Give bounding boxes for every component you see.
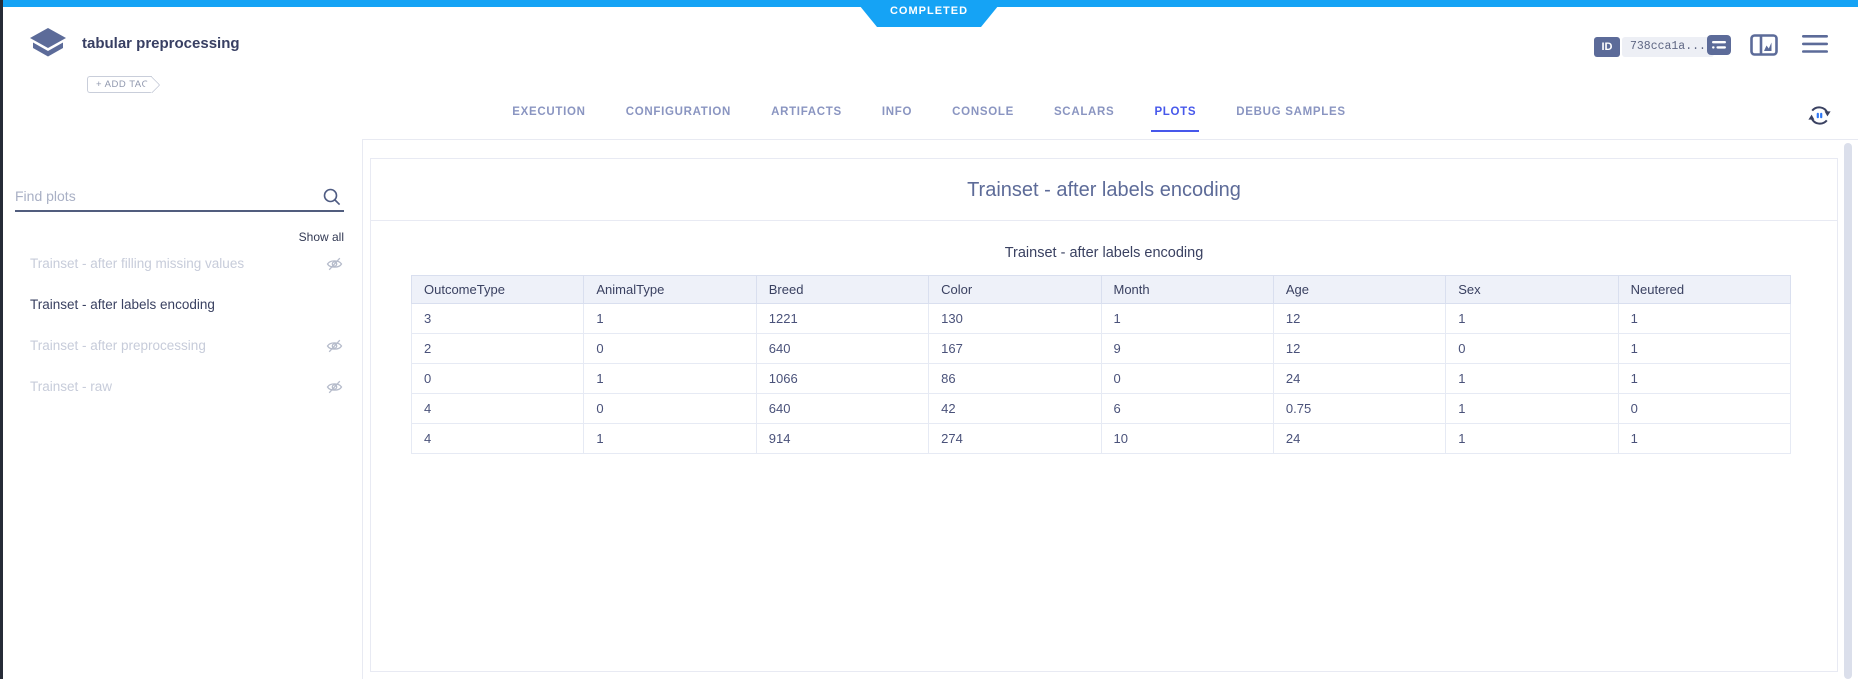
plot-list-item[interactable]: Trainset - after preprocessing — [3, 325, 362, 366]
table-row: 4 1 914 274 10 24 1 1 — [410, 423, 1792, 454]
search-input[interactable] — [15, 184, 310, 208]
table-cell: 24 — [1272, 423, 1447, 454]
comment-icon[interactable] — [1706, 33, 1732, 62]
id-badge: ID — [1594, 37, 1620, 57]
column-header: Neutered — [1617, 275, 1792, 304]
table-cell: 130 — [928, 303, 1102, 334]
tab-bar: EXECUTION CONFIGURATION ARTIFACTS INFO CONSO… — [0, 98, 1858, 132]
table-cell: 0 — [583, 333, 757, 364]
table-row: 2 0 640 167 9 12 0 1 — [410, 333, 1792, 364]
table-cell: 12 — [1272, 333, 1447, 364]
table-cell: 0 — [1445, 333, 1619, 364]
table-row: 0 1 1066 86 0 24 1 1 — [410, 363, 1792, 394]
table-cell: 914 — [755, 423, 930, 454]
table-cell: 1221 — [755, 303, 930, 334]
tab-scalars[interactable]: SCALARS — [1053, 106, 1115, 118]
column-header: Age — [1272, 275, 1447, 304]
table-cell: 6 — [1100, 393, 1274, 424]
plot-panel-title: Trainset - after labels encoding — [371, 159, 1837, 221]
eye-off-icon[interactable] — [326, 339, 343, 358]
table-cell: 1 — [1617, 423, 1792, 454]
vertical-scrollbar[interactable] — [1844, 143, 1852, 679]
table-cell: 1 — [1445, 363, 1619, 394]
plot-search — [15, 184, 344, 212]
table-cell: 1 — [583, 303, 757, 334]
tab-configuration[interactable]: CONFIGURATION — [625, 106, 732, 118]
table-body: 3 1 1221 130 1 12 1 1 2 0 640 167 9 12 0 1 0 1 1066 86 0 24 1 1… — [410, 303, 1792, 454]
table-cell: 1 — [583, 363, 757, 394]
show-all-link[interactable]: Show all — [298, 230, 344, 244]
table-cell: 640 — [755, 393, 930, 424]
plot-item-label: Trainset - after filling missing values — [30, 256, 245, 271]
table-cell: 4 — [410, 423, 585, 454]
plot-list-item[interactable]: Trainset - after labels encoding — [3, 284, 362, 325]
plot-list-item[interactable]: Trainset - after filling missing values — [3, 243, 362, 284]
menu-icon[interactable] — [1802, 34, 1828, 59]
table-cell: 10 — [1100, 423, 1274, 454]
table-cell: 167 — [928, 333, 1102, 364]
table-cell: 0.75 — [1272, 393, 1447, 424]
tab-execution[interactable]: EXECUTION — [512, 106, 586, 118]
column-header: Month — [1100, 275, 1274, 304]
table-cell: 3 — [410, 303, 585, 334]
table-cell: 1066 — [755, 363, 930, 394]
status-badge: COMPLETED — [855, 0, 1003, 27]
table-row: 4 0 640 42 6 0.75 1 0 — [410, 393, 1792, 424]
experiment-logo-icon — [28, 27, 68, 68]
table-cell: 0 — [1617, 393, 1792, 424]
table-cell: 0 — [410, 363, 585, 394]
table-cell: 24 — [1272, 363, 1447, 394]
table-cell: 1 — [1617, 363, 1792, 394]
plot-list: Trainset - after filling missing values T… — [3, 243, 362, 407]
table-cell: 2 — [410, 333, 585, 364]
add-tag-button[interactable]: + ADD TAG — [87, 76, 152, 93]
plot-panel: Trainset - after labels encoding Trainse… — [370, 158, 1838, 672]
column-header: Breed — [755, 275, 930, 304]
sidebar-divider — [362, 139, 363, 679]
table-cell: 1 — [1445, 423, 1619, 454]
eye-off-icon[interactable] — [326, 257, 343, 276]
left-edge-strip — [0, 0, 3, 679]
table-cell: 1 — [1617, 333, 1792, 364]
plot-data-table: OutcomeType AnimalType Breed Color Month Age S… — [410, 275, 1792, 454]
table-cell: 274 — [928, 423, 1102, 454]
experiment-title: tabular preprocessing — [82, 35, 240, 52]
table-cell: 9 — [1100, 333, 1274, 364]
table-cell: 640 — [755, 333, 930, 364]
search-icon[interactable] — [322, 187, 342, 212]
experiment-id-value[interactable]: 738cca1a... — [1622, 37, 1714, 57]
table-cell: 12 — [1272, 303, 1447, 334]
table-cell: 86 — [928, 363, 1102, 394]
table-cell: 4 — [410, 393, 585, 424]
plot-item-label: Trainset - after preprocessing — [30, 338, 206, 353]
table-cell: 1 — [1445, 393, 1619, 424]
eye-off-icon[interactable] — [326, 380, 343, 399]
table-cell: 0 — [583, 393, 757, 424]
table-cell: 0 — [1100, 363, 1274, 394]
tab-plots[interactable]: PLOTS — [1151, 98, 1200, 132]
tab-info[interactable]: INFO — [881, 106, 913, 118]
table-cell: 1 — [583, 423, 757, 454]
auto-refresh-icon[interactable] — [1806, 102, 1833, 134]
plot-chart-title: Trainset - after labels encoding — [1004, 245, 1204, 261]
tab-console[interactable]: CONSOLE — [952, 106, 1014, 118]
table-row: 3 1 1221 130 1 12 1 1 — [410, 303, 1792, 334]
content-top-divider — [362, 139, 1858, 140]
column-header: AnimalType — [583, 275, 757, 304]
column-header: Color — [928, 275, 1102, 304]
plot-item-label: Trainset - raw — [30, 379, 113, 394]
tab-debug-samples[interactable]: DEBUG SAMPLES — [1236, 106, 1346, 118]
plot-list-item[interactable]: Trainset - raw — [3, 366, 362, 407]
tab-artifacts[interactable]: ARTIFACTS — [771, 106, 842, 118]
plot-item-label: Trainset - after labels encoding — [30, 297, 215, 312]
table-cell: 1 — [1100, 303, 1274, 334]
column-header: OutcomeType — [410, 275, 585, 304]
table-cell: 1 — [1617, 303, 1792, 334]
split-panel-chart-icon[interactable] — [1750, 33, 1778, 62]
table-cell: 42 — [928, 393, 1102, 424]
table-header-row: OutcomeType AnimalType Breed Color Month Age S… — [410, 275, 1792, 304]
table-cell: 1 — [1445, 303, 1619, 334]
column-header: Sex — [1445, 275, 1619, 304]
